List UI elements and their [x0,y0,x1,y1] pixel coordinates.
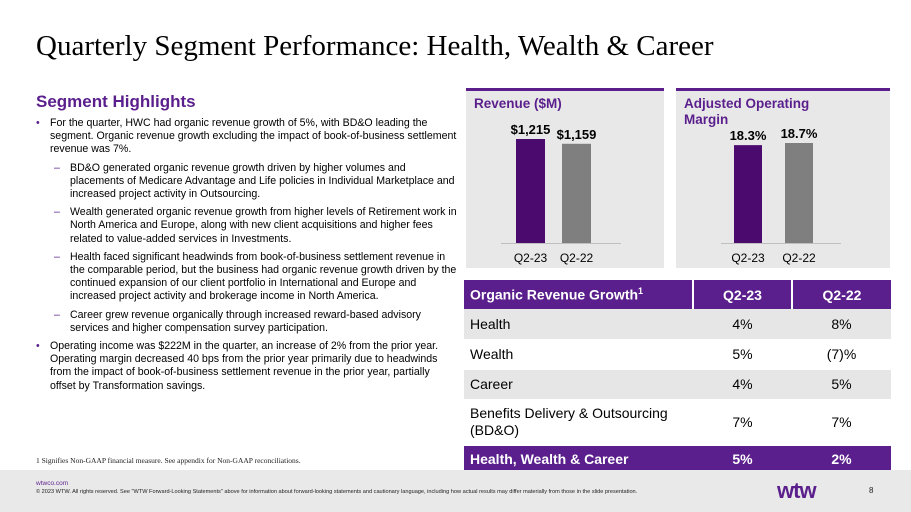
highlight-sub-bullet: – Health faced significant headwinds fro… [36,251,458,304]
bar-q2-23 [516,139,545,243]
row-q2-22: 7% [792,399,891,446]
table-row: Health 4% 8% [464,309,891,340]
revenue-chart-panel: Revenue ($M) $1,215 Q2-23 $1,159 Q2-22 [466,88,664,268]
panel-accent-line [676,88,890,91]
footer: wtwco.com © 2023 WTW. All rights reserve… [0,470,911,512]
highlight-sub-bullet: – Career grew revenue organically throug… [36,309,458,335]
dash-marker: – [54,250,60,263]
highlight-sub-bullet: – BD&O generated organic revenue growth … [36,162,458,202]
row-q2-23: 4% [693,309,792,340]
footnote: 1 Signifies Non-GAAP financial measure. … [36,456,301,465]
bar-value-label: $1,159 [557,127,597,142]
row-q2-23: 7% [693,399,792,446]
row-q2-22: 8% [792,309,891,340]
table-row: Wealth 5% (7)% [464,339,891,370]
x-tick-label: Q2-23 [731,251,765,265]
segment-highlights-heading: Segment Highlights [36,92,196,111]
revenue-chart: $1,215 Q2-23 $1,159 Q2-22 [501,122,621,265]
table-header-row: Organic Revenue Growth1 Q2-23 Q2-22 [464,280,891,309]
highlight-text: Wealth generated organic revenue growth … [70,206,457,245]
x-tick-label: Q2-22 [560,251,594,265]
table-row: Career 4% 5% [464,369,891,400]
row-q2-23: 4% [693,369,792,400]
highlight-text: Operating income was $222M in the quarte… [50,340,439,392]
bar-value-label: 18.7% [781,126,818,141]
table-header-q2-22: Q2-22 [792,280,891,309]
page-number: 8 [869,486,874,495]
footer-copyright: © 2023 WTW. All rights reserved. See "WT… [36,489,638,495]
table-row: Benefits Delivery & Outsourcing (BD&O) 7… [464,399,891,446]
highlight-text: Career grew revenue organically through … [70,308,421,334]
table-header-label: Organic Revenue Growth1 [464,280,694,309]
bullet-marker: • [36,340,40,353]
x-tick-label: Q2-22 [782,251,816,265]
row-label: Benefits Delivery & Outsourcing (BD&O) [464,399,693,446]
row-q2-23: 5% [693,339,792,370]
margin-chart-title: Adjusted Operating Margin [684,96,810,127]
panel-accent-line [466,88,664,91]
dash-marker: – [54,206,60,219]
highlight-text: Health faced significant headwinds from … [70,250,457,303]
bar-q2-23 [734,145,762,243]
organic-growth-table: Organic Revenue Growth1 Q2-23 Q2-22 Heal… [464,280,891,474]
margin-chart: 18.3% Q2-23 18.7% Q2-22 [721,126,841,265]
wtw-logo: wtw [777,478,817,503]
row-q2-22: 5% [792,369,891,400]
margin-chart-panel: Adjusted Operating Margin 18.3% Q2-23 18.7… [676,88,890,268]
row-label: Wealth [464,339,693,370]
highlight-text: For the quarter, HWC had organic revenue… [50,117,457,156]
row-label: Career [464,369,693,400]
total-q2-23: 5% [693,445,792,474]
highlights-list: • For the quarter, HWC had organic reven… [36,117,458,398]
bar-value-label: $1,215 [511,122,551,137]
bar-value-label: 18.3% [730,128,767,143]
bar-q2-22 [562,143,591,243]
table-total-row: Health, Wealth & Career 5% 2% [464,445,891,474]
x-tick-label: Q2-23 [514,251,548,265]
dash-marker: – [54,161,60,174]
highlight-text: BD&O generated organic revenue growth dr… [70,161,455,201]
bar-q2-22 [785,143,813,243]
page-title: Quarterly Segment Performance: Health, W… [36,30,714,62]
row-label: Health [464,309,693,340]
table-header-q2-23: Q2-23 [693,280,793,309]
footer-website-link[interactable]: wtwco.com [36,480,69,487]
highlight-bullet: • Operating income was $222M in the quar… [36,340,458,393]
highlight-sub-bullet: – Wealth generated organic revenue growt… [36,206,458,246]
dash-marker: – [54,308,60,321]
row-q2-22: (7)% [792,339,891,370]
revenue-chart-title: Revenue ($M) [474,96,562,111]
total-label: Health, Wealth & Career [464,445,693,474]
bullet-marker: • [36,117,40,129]
total-q2-22: 2% [792,445,891,474]
highlight-bullet: • For the quarter, HWC had organic reven… [36,117,458,157]
